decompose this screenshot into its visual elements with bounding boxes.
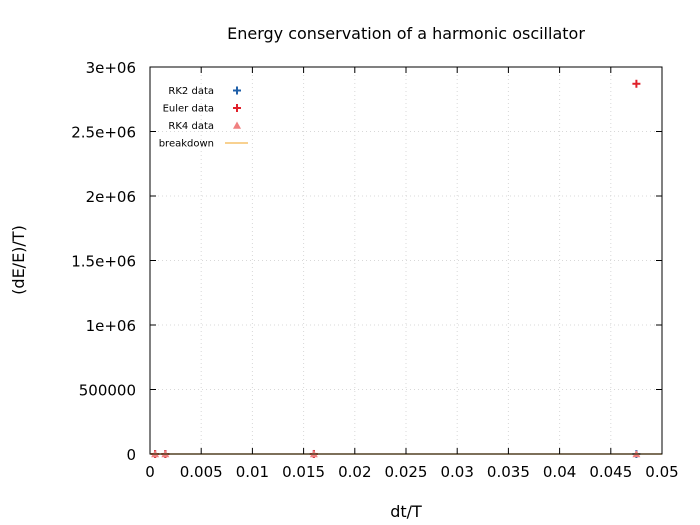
legend-label: RK2 data [168,86,214,97]
legend-label: RK4 data [168,121,214,132]
axes: 0 0.005 0.01 0.015 0.02 0.025 0.03 0.035 0.04 0.0… [71,59,678,481]
x-tick-label: 0.045 [589,463,632,481]
x-tick-label: 0.025 [385,463,428,481]
legend-swatch [233,104,241,112]
legend: RK2 data Euler data RK4 data breakdown [159,86,248,150]
x-tick-label: 0.015 [282,463,325,481]
plot-series [150,79,662,458]
y-tick-label: 1.5e+06 [71,253,136,271]
legend-swatch [233,121,241,129]
x-tick-label: 0.02 [338,463,371,481]
y-axis-label: (dE/E)/T) [9,225,28,295]
data-point-euler-data [632,79,641,88]
x-tick-label: 0.01 [236,463,269,481]
x-tick-label: 0.035 [487,463,530,481]
x-axis-label: dt/T [390,502,422,521]
y-tick-label: 1e+06 [86,317,136,335]
x-tick-label: 0.005 [180,463,223,481]
y-tick-label: 0 [126,446,136,464]
y-tick-label: 500000 [79,382,136,400]
x-tick-label: 0.03 [440,463,473,481]
x-tick-label: 0.05 [645,463,678,481]
chart-title: Energy conservation of a harmonic oscill… [227,24,585,43]
x-tick-label: 0.04 [543,463,576,481]
y-tick-label: 2e+06 [86,188,136,206]
x-tick-label: 0 [145,463,155,481]
legend-label: Euler data [163,104,214,115]
y-tick-label: 3e+06 [86,59,136,77]
y-tick-label: 2.5e+06 [71,124,136,142]
grid [150,67,662,454]
legend-label: breakdown [159,139,214,150]
legend-swatch [233,86,241,95]
